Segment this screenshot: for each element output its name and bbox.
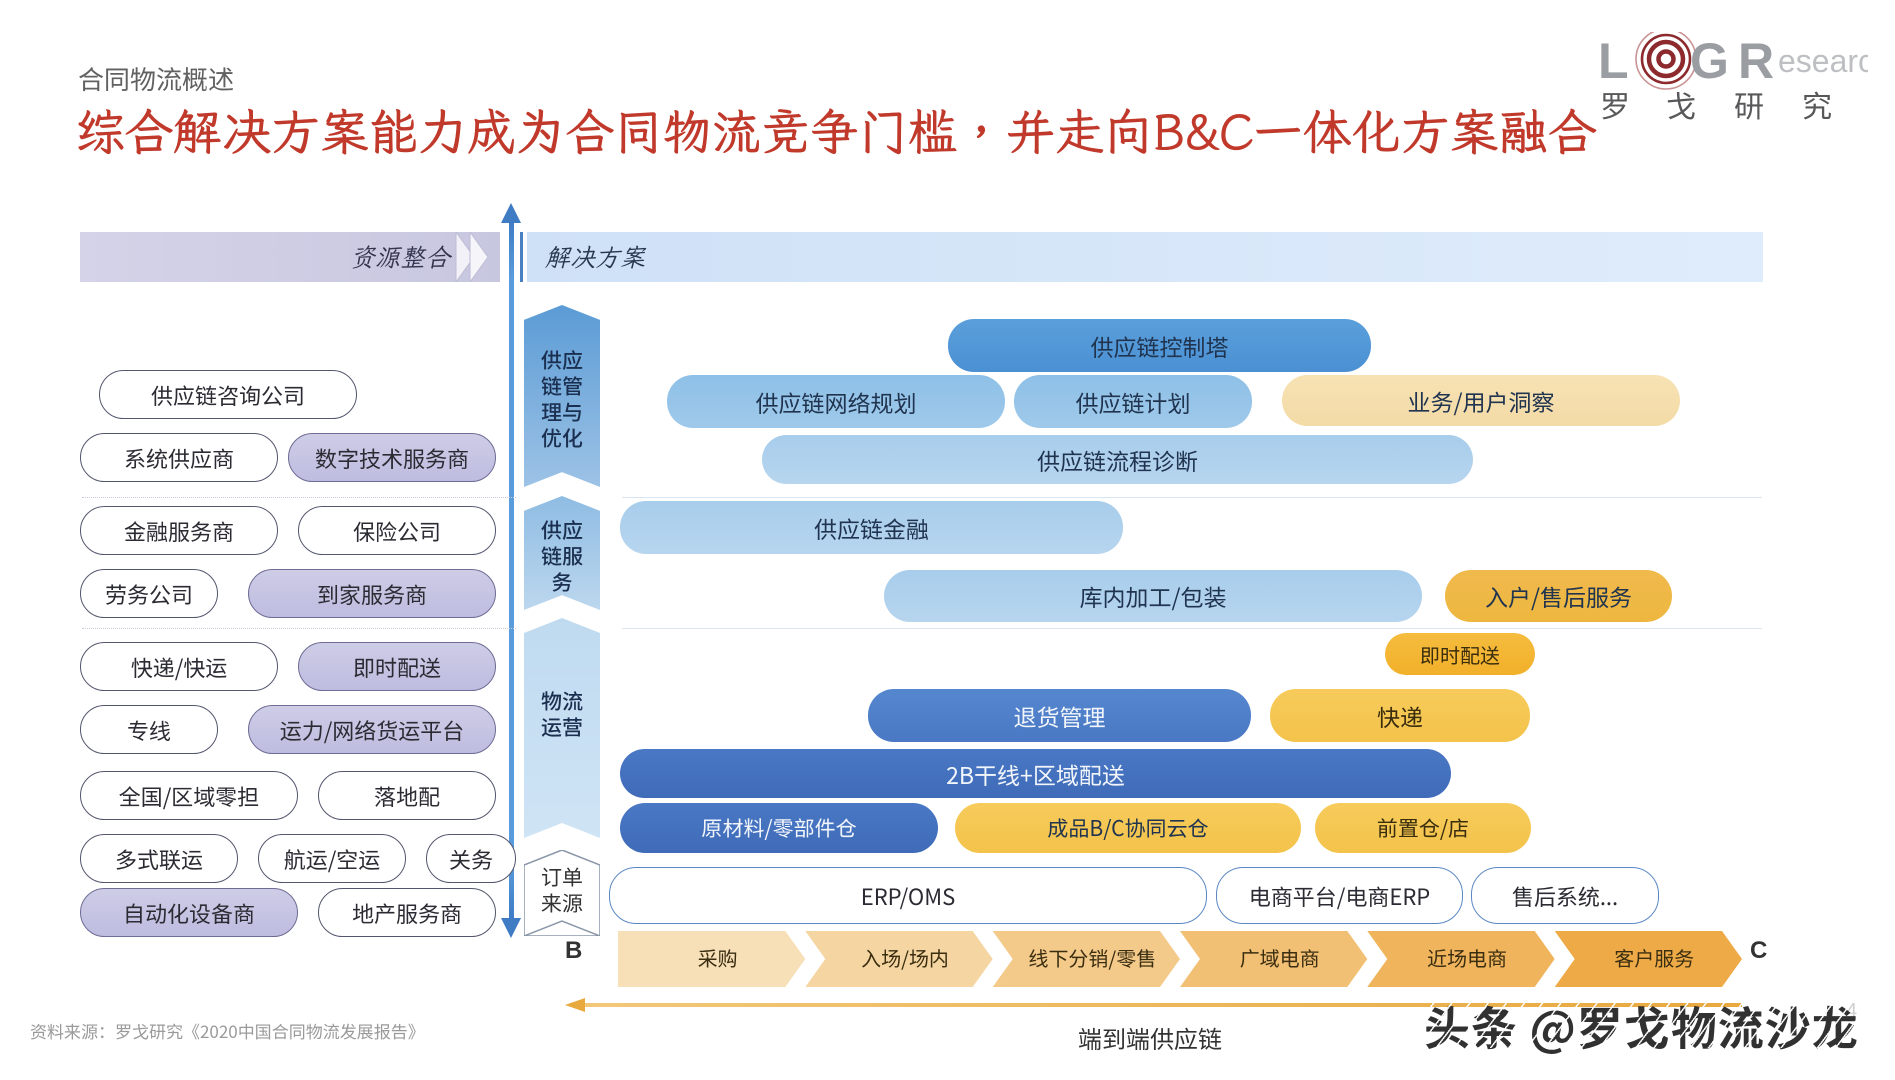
svg-text:戈: 戈 xyxy=(1666,82,1696,126)
svg-text:究: 究 xyxy=(1802,82,1832,126)
svg-text:esearch: esearch xyxy=(1778,43,1868,79)
svg-text:近场电商: 近场电商 xyxy=(1427,943,1507,972)
svg-text:广域电商: 广域电商 xyxy=(1240,943,1320,972)
svg-text:L: L xyxy=(1598,33,1629,89)
svg-text:客户服务: 客户服务 xyxy=(1614,943,1694,972)
svg-text:采购: 采购 xyxy=(698,943,738,972)
svg-text:线下分销/零售: 线下分销/零售 xyxy=(1028,943,1156,972)
svg-text:罗: 罗 xyxy=(1600,82,1630,126)
svg-text:R: R xyxy=(1738,33,1774,89)
svg-text:入场/场内: 入场/场内 xyxy=(861,943,949,972)
svg-text:G: G xyxy=(1690,33,1729,89)
svg-text:研: 研 xyxy=(1734,82,1764,126)
